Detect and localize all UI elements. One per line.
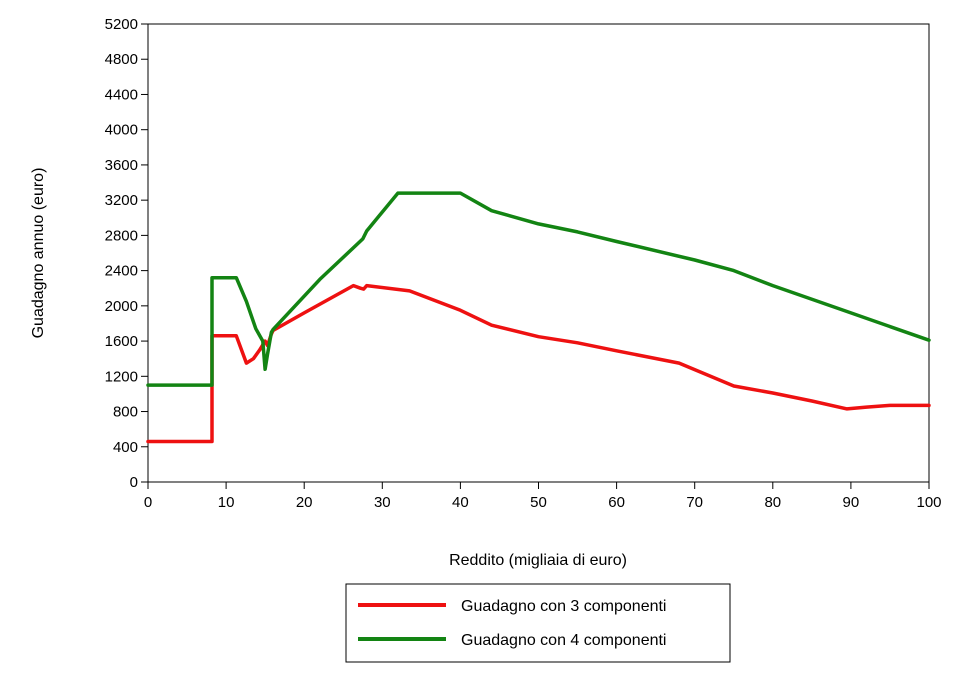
legend-label-3-componenti: Guadagno con 3 componenti — [461, 598, 666, 615]
y-tick-label: 5200 — [105, 16, 138, 33]
legend-box — [345, 583, 731, 663]
y-tick-label: 400 — [113, 439, 138, 456]
series-layer — [146, 191, 931, 444]
axes: 0400800120016002000240028003200360040004… — [105, 16, 942, 511]
x-tick-label: 80 — [764, 494, 781, 511]
y-tick-label: 4800 — [105, 51, 138, 68]
series-line-2 — [146, 191, 931, 387]
y-tick-label: 1200 — [105, 368, 138, 385]
x-tick-label: 10 — [218, 494, 235, 511]
y-tick-label: 4000 — [105, 122, 138, 139]
y-tick-label: 2400 — [105, 263, 138, 280]
x-tick-label: 70 — [686, 494, 703, 511]
legend: Guadagno con 3 componenti Guadagno con 4… — [345, 583, 731, 663]
x-tick-label: 60 — [608, 494, 625, 511]
x-axis-title: Reddito (migliaia di euro) — [449, 552, 627, 569]
y-tick-label: 1600 — [105, 333, 138, 350]
y-tick-label: 2000 — [105, 298, 138, 315]
x-tick-label: 100 — [916, 494, 941, 511]
y-tick-label: 2800 — [105, 227, 138, 244]
series-line-1 — [146, 283, 931, 444]
plot-frame — [147, 23, 930, 483]
y-tick-label: 4400 — [105, 86, 138, 103]
y-tick-label: 800 — [113, 404, 138, 421]
legend-label-4-componenti: Guadagno con 4 componenti — [461, 632, 666, 649]
x-tick-label: 30 — [374, 494, 391, 511]
x-tick-label: 0 — [144, 494, 152, 511]
y-tick-label: 0 — [130, 474, 138, 491]
y-tick-label: 3200 — [105, 192, 138, 209]
y-tick-label: 3600 — [105, 157, 138, 174]
x-tick-label: 90 — [843, 494, 860, 511]
y-axis-title: Guadagno annuo (euro) — [30, 168, 47, 339]
x-tick-label: 20 — [296, 494, 313, 511]
x-tick-label: 50 — [530, 494, 547, 511]
plot-area — [147, 23, 930, 483]
x-tick-label: 40 — [452, 494, 469, 511]
